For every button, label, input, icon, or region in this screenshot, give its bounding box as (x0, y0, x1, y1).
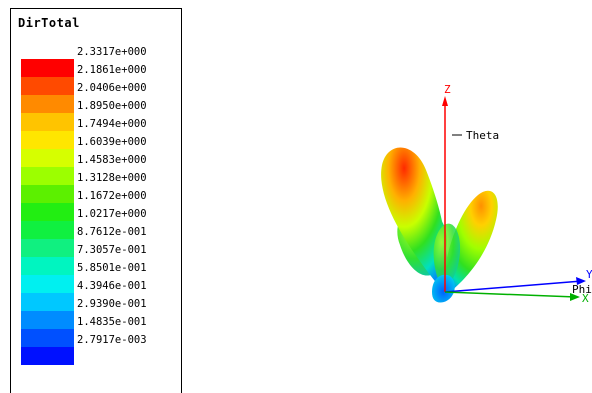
legend-value: 1.0217e+000 (77, 208, 147, 220)
legend-value: 7.3057e-001 (77, 244, 147, 256)
legend-swatch (21, 131, 74, 149)
legend-swatch (21, 329, 74, 347)
legend-title: DirTotal (18, 16, 80, 30)
legend-swatch (21, 167, 74, 185)
legend-swatch (21, 95, 74, 113)
x-axis-label: X (582, 292, 589, 305)
legend-value: 1.4835e-001 (77, 316, 147, 328)
phi-label: Phi (572, 283, 592, 296)
legend-swatch (21, 149, 74, 167)
legend-value: 4.3946e-001 (77, 280, 147, 292)
pattern-base (432, 274, 455, 303)
z-axis-label: Z (444, 83, 451, 96)
legend-value: 1.4583e+000 (77, 154, 147, 166)
legend-value: 2.1861e+000 (77, 64, 147, 76)
legend-value: 2.7917e-003 (77, 334, 147, 346)
legend-value: 1.7494e+000 (77, 118, 147, 130)
legend-value: 2.0406e+000 (77, 82, 147, 94)
legend-value: 2.9390e-001 (77, 298, 147, 310)
legend-value: 5.8501e-001 (77, 262, 147, 274)
legend-swatch (21, 221, 74, 239)
z-axis-arrow (442, 96, 448, 106)
legend-value: 1.8950e+000 (77, 100, 147, 112)
color-legend: DirTotal 2.3317e+000 2.1861e+000 2.0406e+0… (10, 8, 182, 393)
x-axis-arrow (570, 293, 580, 301)
legend-value: 8.7612e-001 (77, 226, 147, 238)
legend-swatch (21, 311, 74, 329)
y-axis-line (444, 280, 583, 293)
legend-value: 1.1672e+000 (77, 190, 147, 202)
y-axis-label: Y (586, 268, 592, 281)
legend-swatch (21, 347, 74, 365)
legend-swatch (21, 59, 74, 77)
legend-values: 2.3317e+000 2.1861e+000 2.0406e+000 1.8950e… (77, 43, 147, 349)
legend-value: 2.3317e+000 (77, 46, 147, 58)
legend-swatch (21, 185, 74, 203)
legend-swatch (21, 203, 74, 221)
legend-value: 1.6039e+000 (77, 136, 147, 148)
legend-swatch (21, 77, 74, 95)
legend-swatches (21, 59, 74, 365)
legend-swatch (21, 293, 74, 311)
radiation-pattern-plot: Z Theta Y Phi X (381, 83, 592, 305)
pattern-lobe-middle (433, 223, 461, 286)
y-axis-arrow (576, 277, 586, 285)
theta-label: Theta (466, 129, 499, 142)
legend-swatch (21, 275, 74, 293)
legend-swatch (21, 239, 74, 257)
x-axis-line (444, 291, 577, 298)
legend-value: 1.3128e+000 (77, 172, 147, 184)
legend-swatch (21, 113, 74, 131)
legend-swatch (21, 257, 74, 275)
pattern-lobe-left (381, 147, 448, 285)
